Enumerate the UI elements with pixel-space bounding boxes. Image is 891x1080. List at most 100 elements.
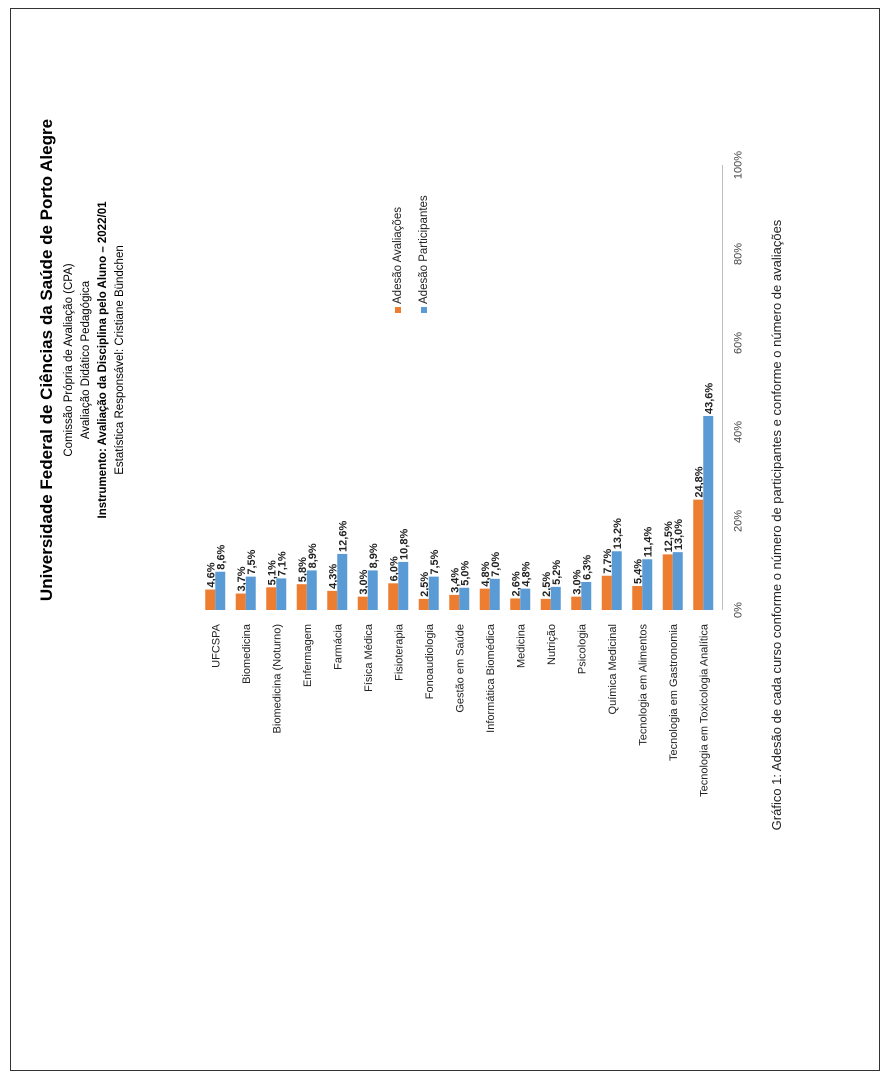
header-line-3: Instrumento: Avaliação da Disciplina pel…	[97, 201, 109, 519]
header-line-4: Estatística Responsável: Cristiane Bündc…	[114, 245, 126, 474]
bar-avaliacoes	[205, 589, 216, 610]
category-label: Tecnologia em Alimentos	[637, 624, 649, 746]
category-label: Psicologia	[576, 623, 588, 674]
data-label-avaliacoes: 5,8%	[297, 557, 309, 582]
bar-participantes	[306, 570, 317, 610]
category-label: Fonoaudiologia	[424, 623, 436, 699]
legend-swatch-avaliacoes	[395, 307, 401, 313]
bar-avaliacoes	[266, 587, 277, 610]
bar-participantes	[581, 581, 592, 610]
bar-avaliacoes	[235, 593, 246, 610]
category-label: Biomedicina	[241, 623, 253, 684]
bar-avaliacoes	[418, 598, 429, 610]
data-label-avaliacoes: 4,3%	[327, 564, 339, 589]
page-frame	[10, 8, 880, 1071]
data-label-avaliacoes: 5,4%	[632, 559, 644, 584]
bar-avaliacoes	[479, 588, 490, 610]
data-label-participantes: 7,0%	[490, 552, 502, 577]
category-label: Informática Biomédica	[485, 623, 497, 733]
data-label-participantes: 4,8%	[520, 561, 532, 586]
legend-label-participantes: Adesão Participantes	[418, 195, 430, 304]
legend: Adesão Avaliações Adesão Participantes	[392, 195, 430, 313]
data-label-participantes: 13,0%	[673, 519, 685, 550]
data-label-avaliacoes: 3,7%	[236, 566, 248, 591]
bar-participantes	[611, 551, 622, 610]
data-label-participantes: 7,5%	[246, 549, 258, 574]
data-label-avaliacoes: 4,6%	[205, 562, 217, 587]
data-label-avaliacoes: 6,0%	[388, 556, 400, 581]
bar-avaliacoes	[388, 583, 399, 610]
bar-avaliacoes	[662, 554, 673, 610]
data-label-participantes: 6,3%	[581, 555, 593, 580]
legend-swatch-participantes	[421, 307, 427, 313]
header-line-2: Avaliação Didático Pedagógica	[80, 280, 92, 439]
bar-participantes	[489, 578, 500, 610]
bar-avaliacoes	[632, 585, 643, 610]
tick-label: 0%	[733, 602, 745, 618]
category-label: Gestão em Saúde	[454, 624, 466, 713]
bar-participantes	[276, 578, 287, 610]
data-label-avaliacoes: 5,1%	[266, 560, 278, 585]
bar-avaliacoes	[601, 575, 612, 610]
data-label-participantes: 8,9%	[368, 543, 380, 568]
bar-avaliacoes	[296, 584, 307, 610]
data-label-avaliacoes: 2,5%	[541, 572, 553, 597]
bar-participantes	[337, 553, 348, 610]
category-label: Física Médica	[363, 623, 375, 692]
tick-label: 60%	[733, 332, 745, 354]
data-label-participantes: 5,2%	[551, 560, 563, 585]
bar-avaliacoes	[540, 598, 551, 610]
tick-label: 80%	[733, 243, 745, 265]
bar-participantes	[672, 552, 683, 610]
bar-participantes	[428, 576, 439, 610]
tick-label: 20%	[733, 510, 745, 532]
bar-avaliacoes	[693, 499, 704, 610]
data-label-participantes: 5,0%	[459, 560, 471, 585]
header-line-1: Comissão Própria de Avaliação (CPA)	[63, 263, 75, 456]
data-label-participantes: 11,4%	[642, 526, 654, 557]
tick-label: 40%	[733, 421, 745, 443]
data-label-avaliacoes: 24,8%	[693, 466, 705, 497]
page-title: Universidade Federal de Ciências da Saúd…	[37, 119, 56, 601]
bar-participantes	[398, 561, 409, 610]
bar-participantes	[550, 586, 561, 610]
category-label: Tecnologia em Toxicologia Analítica	[698, 623, 710, 797]
bar-participantes	[703, 415, 714, 610]
category-label: Química Medicinal	[607, 624, 619, 714]
data-label-avaliacoes: 12,5%	[663, 521, 675, 552]
bar-avaliacoes	[327, 590, 338, 610]
figure-caption: Gráfico 1: Adesão de cada curso conforme…	[769, 219, 784, 830]
legend-label-avaliacoes: Adesão Avaliações	[392, 207, 404, 304]
bar-chart: 0% 20% 40% 60% 80% 100% UFCSPA 4,6%8,6% Biomedic…	[205, 151, 745, 797]
data-label-participantes: 10,8%	[398, 529, 410, 560]
category-label: Farmácia	[332, 623, 344, 670]
category-label: Tecnologia em Gastronomia	[668, 623, 680, 761]
data-label-avaliacoes: 3,4%	[449, 568, 461, 593]
bar-participantes	[520, 588, 531, 610]
data-label-participantes: 13,2%	[612, 518, 624, 549]
data-label-avaliacoes: 2,5%	[419, 572, 431, 597]
bar-participantes	[215, 571, 226, 610]
data-label-avaliacoes: 3,0%	[571, 569, 583, 594]
bar-avaliacoes	[357, 596, 368, 610]
tick-label: 100%	[733, 151, 745, 179]
bar-participantes	[642, 559, 653, 610]
data-label-participantes: 12,6%	[337, 521, 349, 552]
category-label: Enfermagem	[302, 624, 314, 687]
bar-participantes	[245, 576, 256, 610]
data-label-avaliacoes: 3,0%	[358, 569, 370, 594]
bar-participantes	[459, 587, 470, 610]
data-label-participantes: 43,6%	[703, 383, 715, 414]
category-label: Medicina	[515, 623, 527, 668]
data-label-avaliacoes: 7,7%	[602, 548, 614, 573]
bar-avaliacoes	[449, 594, 460, 610]
data-label-participantes: 7,5%	[429, 549, 441, 574]
category-label: UFCSPA	[210, 623, 222, 667]
category-label: Fisioterapia	[393, 623, 405, 681]
data-label-avaliacoes: 2,6%	[510, 571, 522, 596]
bar-participantes	[367, 570, 378, 610]
category-label: Nutrição	[546, 624, 558, 665]
data-label-participantes: 7,1%	[276, 551, 288, 576]
category-label: Biomedicina (Noturno)	[271, 624, 283, 733]
